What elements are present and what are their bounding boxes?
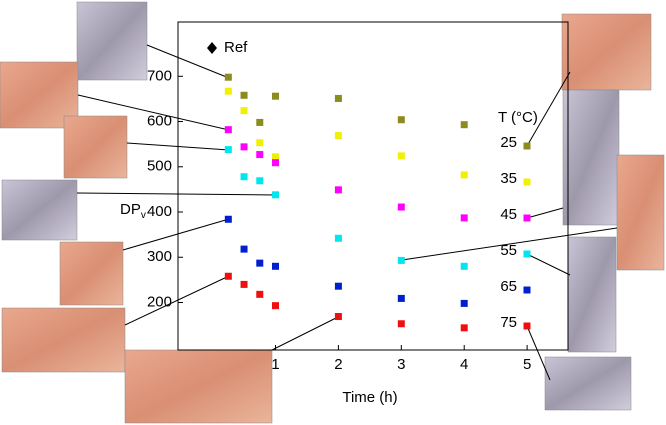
point	[224, 215, 232, 223]
point	[256, 139, 264, 147]
legend-swatch	[523, 178, 531, 186]
legend-label: 35	[500, 170, 517, 187]
legend-swatch	[523, 322, 531, 330]
point	[460, 214, 468, 222]
point	[334, 313, 342, 321]
point	[397, 116, 405, 124]
leader-line	[76, 192, 277, 196]
micrograph	[562, 89, 620, 226]
point	[256, 259, 264, 267]
point	[256, 151, 264, 159]
point	[272, 159, 279, 167]
legend-label: 65	[500, 278, 517, 295]
leader-line	[146, 44, 230, 79]
plot-frame	[177, 21, 569, 351]
ref-marker	[207, 42, 217, 54]
point	[460, 121, 468, 129]
y-axis-label: DPv	[120, 201, 146, 221]
point	[256, 177, 264, 185]
leader-line	[271, 315, 341, 351]
point	[256, 118, 264, 126]
leader-line	[526, 325, 551, 381]
point	[460, 262, 468, 270]
leader-line	[526, 71, 571, 147]
leader-line	[126, 142, 230, 151]
point	[240, 280, 248, 288]
point	[240, 173, 248, 181]
micrograph	[544, 356, 632, 411]
micrograph	[1, 179, 78, 241]
point	[272, 153, 279, 161]
micrograph	[63, 115, 128, 179]
micrograph	[59, 241, 124, 306]
leader-line	[122, 218, 230, 251]
y-tick-label: 500	[147, 158, 172, 175]
point	[272, 191, 279, 199]
point	[397, 294, 405, 302]
point	[460, 299, 468, 307]
point	[224, 146, 232, 154]
y-tick-label: 700	[147, 67, 172, 84]
leader-line	[124, 275, 230, 326]
point	[397, 256, 405, 264]
y-tick-label: 400	[147, 203, 172, 220]
x-tick-label: 1	[271, 356, 279, 373]
y-tick-label: 200	[147, 293, 172, 310]
leader-line	[401, 227, 618, 261]
legend-swatch	[523, 286, 531, 294]
micrograph	[561, 13, 652, 91]
point	[224, 272, 232, 280]
legend-title: T (°C)	[498, 109, 538, 126]
point	[272, 302, 279, 310]
point	[240, 245, 248, 253]
point	[334, 282, 342, 290]
leader-lines	[76, 44, 618, 381]
legend-label: 45	[500, 206, 517, 223]
legend-swatch	[523, 250, 531, 258]
point	[240, 143, 248, 151]
legend-swatch	[523, 214, 531, 222]
point	[224, 73, 232, 81]
micrograph	[124, 349, 273, 424]
micrograph	[1, 307, 126, 373]
y-tick-label: 300	[147, 248, 172, 265]
point	[397, 320, 405, 328]
point	[334, 234, 342, 242]
point	[224, 126, 232, 134]
x-tick-label: 2	[334, 356, 342, 373]
leader-line	[526, 253, 571, 276]
point	[272, 262, 279, 270]
micrograph	[616, 154, 665, 271]
x-tick-label: 4	[460, 356, 468, 373]
x-tick-label: 5	[523, 356, 531, 373]
point	[460, 171, 468, 179]
leader-line	[77, 94, 230, 131]
ref-label: Ref	[224, 39, 248, 56]
micrograph	[567, 236, 617, 353]
point	[397, 152, 405, 160]
legend-label: 55	[500, 242, 517, 259]
point	[240, 91, 248, 99]
legend-swatch	[523, 142, 531, 150]
point	[256, 290, 264, 298]
point	[334, 186, 342, 194]
point	[224, 87, 232, 95]
x-tick-label: 3	[397, 356, 405, 373]
micrograph	[76, 1, 148, 81]
point	[334, 132, 342, 140]
legend-label: 75	[500, 314, 517, 331]
legend-label: 25	[500, 134, 517, 151]
x-axis-label: Time (h)	[342, 389, 397, 406]
point	[460, 324, 468, 332]
y-tick-label: 600	[147, 112, 172, 129]
point	[397, 203, 405, 211]
point	[240, 107, 248, 115]
point	[334, 94, 342, 102]
leader-line	[526, 207, 564, 219]
point	[272, 92, 279, 100]
